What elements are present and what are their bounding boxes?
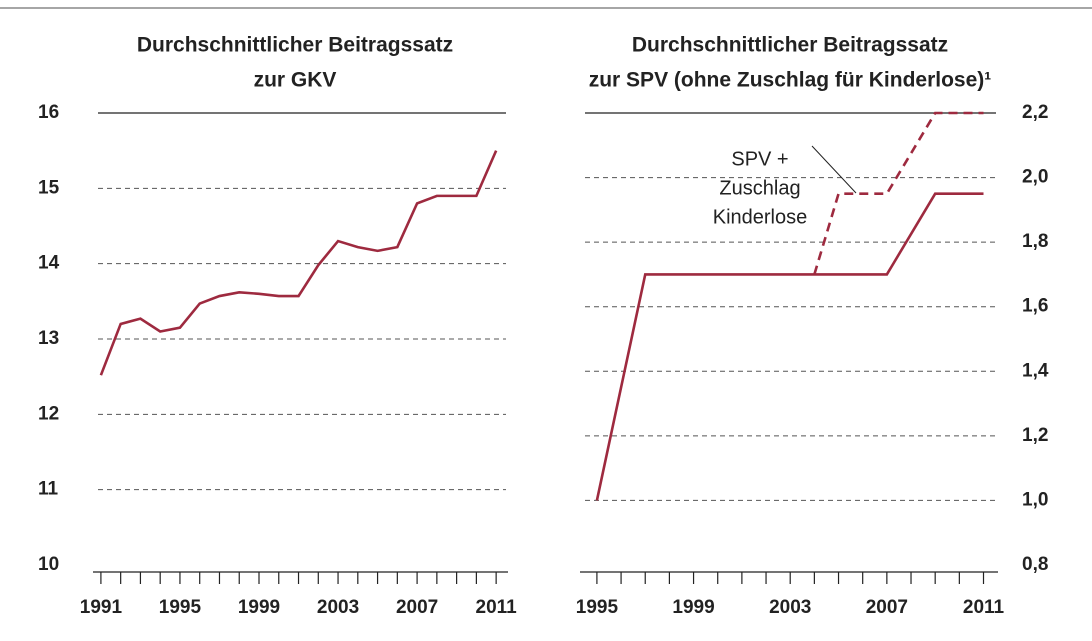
data-line [99,150,498,376]
x-tick-label: 1995 [159,597,202,618]
x-tick-label: 2011 [963,597,1005,618]
annotation: Zuschlag [719,177,800,199]
y-tick-label: 1,8 [1022,231,1048,252]
annotation-leader [811,145,857,194]
annotation: SPV + [731,148,788,170]
y-tick-label: 1,6 [1022,296,1048,317]
y-tick-label: 13 [38,328,59,349]
y-tick-label: 2,2 [1022,102,1048,123]
chart-title: Durchschnittlicher Beitragssatz [632,34,948,57]
y-tick-label: 16 [38,102,59,123]
y-tick-label: 1,0 [1022,489,1048,510]
chart-title: Durchschnittlicher Beitragssatz [137,34,453,57]
data-line [813,111,984,275]
y-tick-label: 0,8 [1022,554,1048,575]
x-tick-label: 2003 [317,597,359,618]
x-tick-label: 1999 [238,597,280,618]
data-line [595,192,984,501]
y-tick-label: 2,0 [1022,167,1048,188]
x-tick-label: 2007 [396,597,438,618]
y-tick-label: 10 [38,554,59,575]
annotation: Kinderlose [713,206,808,228]
y-tick-label: 1,2 [1022,425,1048,446]
x-tick-label: 1991 [80,597,123,618]
chart-title: zur GKV [254,69,337,92]
y-tick-label: 15 [38,177,60,198]
x-tick-label: 2003 [769,597,811,618]
y-tick-label: 1,4 [1022,360,1049,381]
x-tick-label: 2007 [866,597,908,618]
x-tick-label: 1999 [672,597,714,618]
y-tick-label: 11 [38,479,59,500]
y-tick-label: 12 [38,403,59,424]
y-tick-label: 14 [38,253,60,274]
x-tick-label: 2011 [476,597,518,618]
chart-title: zur SPV (ohne Zuschlag für Kinderlose)¹ [589,69,992,92]
x-tick-label: 1995 [576,597,619,618]
